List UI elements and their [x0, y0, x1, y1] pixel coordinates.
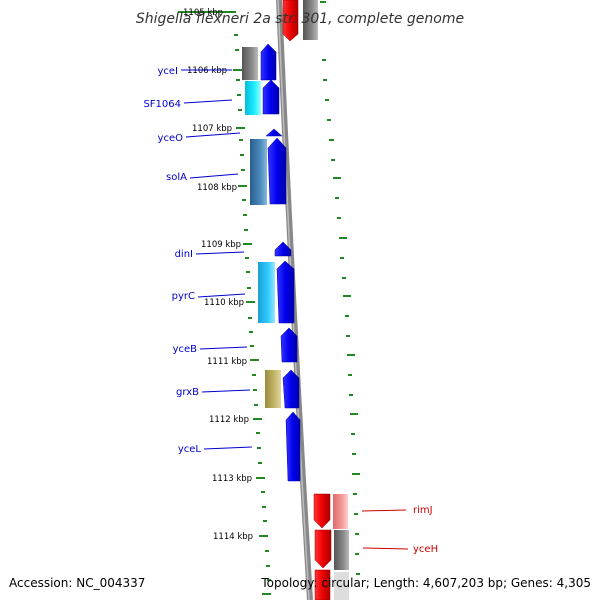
cds-arrow-yceO[interactable] [265, 128, 283, 137]
topology-text: Topology: circular; Length: 4,607,203 bp… [260, 576, 591, 590]
gene-label-yceL[interactable]: yceL [178, 444, 202, 455]
category-box-SF1064 [245, 81, 261, 115]
tick-label-1107: 1107 kbp [192, 124, 232, 134]
gene-label-grxB[interactable]: grxB [176, 387, 199, 398]
gene-label-yceI[interactable]: yceI [157, 66, 178, 77]
gene-label-SF1064[interactable]: SF1064 [143, 99, 181, 110]
map-title: Shigella flexneri 2a str. 301, complete … [136, 11, 464, 27]
tick-label-1105: 1105 kbp [183, 8, 223, 18]
cds-arrow-top-red[interactable] [282, 0, 299, 42]
cds-arrow-pyrC[interactable] [276, 260, 295, 324]
gene-label-yceB[interactable]: yceB [173, 344, 198, 355]
tick-label-1114: 1114 kbp [213, 532, 253, 542]
category-box-rimJ [333, 494, 348, 529]
tick-label-1106: 1106 kbp [187, 66, 227, 76]
outer-tick-track [320, 1, 360, 575]
gene-label-yceH[interactable]: yceH [413, 544, 438, 555]
cds-arrow-yceB[interactable] [280, 327, 298, 363]
cds-arrow-rimJ[interactable] [313, 493, 331, 529]
tick-label-1111: 1111 kbp [207, 357, 247, 367]
tick-label-1112: 1112 kbp [209, 415, 249, 425]
reverse-strand-categories [303, 0, 349, 600]
gene-label-pyrC[interactable]: pyrC [172, 291, 195, 302]
cds-arrow-yceI[interactable] [260, 43, 277, 81]
tick-label-1109: 1109 kbp [201, 240, 241, 250]
tick-label-1110: 1110 kbp [204, 298, 244, 308]
category-box-top [303, 0, 318, 40]
category-box-yceI [242, 47, 258, 80]
category-box-pyrC [258, 262, 275, 323]
accession-text: Accession: NC_004337 [9, 576, 145, 590]
forward-strand-categories [242, 47, 281, 408]
category-box-yceH [334, 530, 349, 570]
cds-arrow-SF1064[interactable] [262, 79, 280, 115]
gene-label-solA[interactable]: solA [166, 172, 187, 183]
cds-arrow-yceH[interactable] [314, 529, 332, 569]
cds-arrow-solA[interactable] [267, 137, 287, 205]
tick-label-1108: 1108 kbp [197, 183, 237, 193]
label-leader-lines [181, 69, 409, 550]
category-box-bottom [334, 572, 349, 600]
gene-label-dinI[interactable]: dinI [175, 249, 193, 260]
gene-label-yceO[interactable]: yceO [158, 133, 184, 144]
cds-bar-bottom-red[interactable] [314, 569, 331, 600]
tick-labels: 1105 kbp 1106 kbp 1107 kbp 1108 kbp 1109… [183, 8, 253, 542]
forward-gene-labels: yceI SF1064 yceO solA dinI pyrC yceB grx… [143, 66, 201, 455]
cds-arrow-yceL[interactable] [285, 411, 301, 482]
reverse-strand-cds [282, 0, 332, 600]
inner-tick-track [234, 34, 271, 581]
tick-label-1113: 1113 kbp [212, 474, 252, 484]
category-box-grxB [265, 370, 281, 408]
cds-arrow-grxB[interactable] [282, 369, 300, 409]
cds-arrow-dinI[interactable] [274, 241, 292, 257]
reverse-gene-labels: rimJ yceH [413, 505, 438, 555]
inner-major-ticks [178, 11, 271, 595]
gene-label-rimJ[interactable]: rimJ [413, 505, 433, 516]
forward-strand-cds [260, 43, 301, 482]
category-box-solA [250, 139, 267, 205]
